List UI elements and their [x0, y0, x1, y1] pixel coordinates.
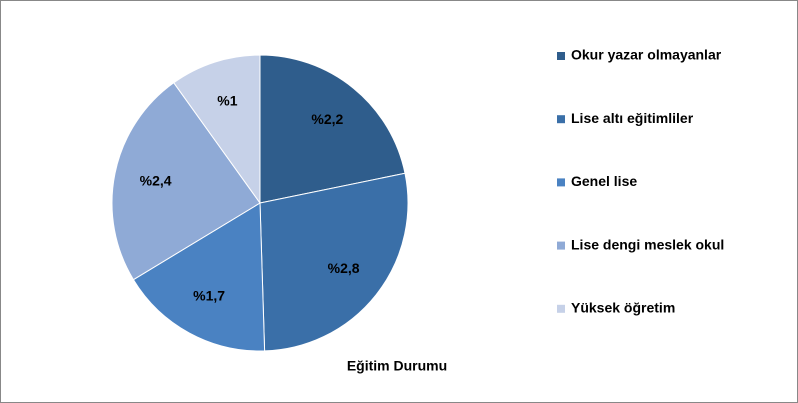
pie-slice	[259, 172, 409, 352]
legend-label: Genel lise	[571, 173, 637, 189]
legend-swatch	[557, 241, 565, 250]
legend-swatch	[557, 115, 565, 124]
pie-slice	[132, 202, 266, 352]
legend-swatch	[557, 52, 565, 60]
data-label: %1,7	[193, 287, 225, 303]
pie-slice	[111, 82, 261, 281]
legend-label: Lise altı eğitimliler	[571, 110, 694, 126]
data-label: %2,4	[140, 172, 172, 188]
data-label: %1	[217, 92, 237, 108]
pie-slice	[259, 54, 406, 204]
legend-swatch	[557, 178, 565, 187]
data-label: %2,8	[328, 260, 360, 276]
legend-label: Lise dengi meslek okul	[571, 236, 724, 252]
pie-slice	[173, 54, 261, 205]
chart-title: Eğitim Durumu	[347, 358, 447, 374]
legend-swatch	[557, 304, 565, 313]
data-label: %2,2	[311, 111, 343, 127]
legend-label: Okur yazar olmayanlar	[571, 47, 722, 63]
legend-label: Yüksek öğretim	[571, 300, 675, 316]
